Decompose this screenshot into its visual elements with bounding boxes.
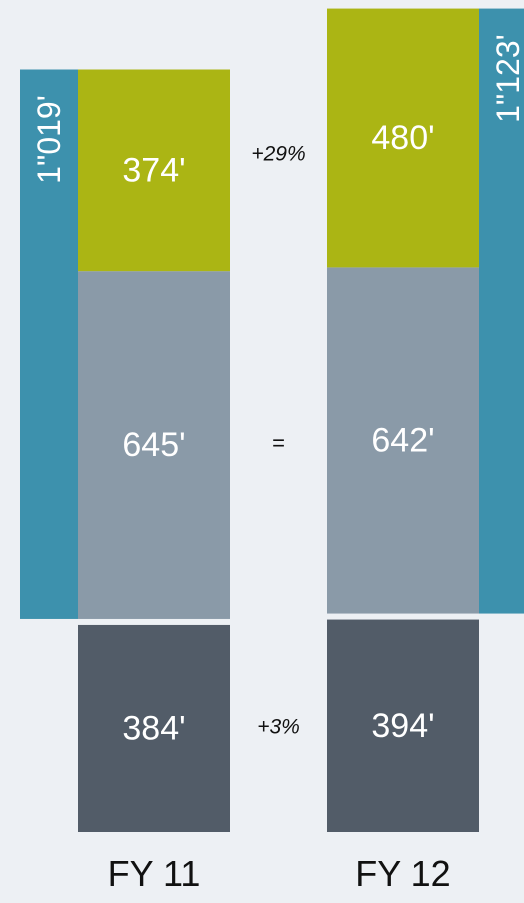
category-label-1: FY 11 [108,853,201,894]
bar-middle-2 [327,267,479,614]
subtotal-label-1: 1"019' [31,95,67,184]
bar-label-middle-2: 642' [371,421,434,459]
bar-label-bottom-1: 384' [122,709,185,747]
category-label-2: FY 12 [355,853,450,894]
change-label-bottom: +3% [257,716,300,739]
bar-top-2 [327,8,479,268]
bar-label-bottom-2: 394' [371,707,434,745]
change-label-top: +29% [251,143,305,166]
subtotal-bar-2 [479,8,524,614]
bar-top-1 [78,69,230,272]
bar-label-top-2: 480' [371,119,434,157]
bar-label-middle-1: 645' [122,426,185,464]
bar-bottom-2 [327,619,479,832]
subtotal-bar-layer [20,8,524,619]
label-layer: 384' 645' 374' 1"019' FY 11 394' 642' 480' 1"123… [31,34,524,894]
bar-bottom-1 [78,624,230,832]
bar-middle-1 [78,271,230,619]
bar-layer [78,8,479,832]
bar-label-top-1: 374' [122,151,185,189]
change-label-middle: = [272,430,285,455]
subtotal-label-2: 1"123' [490,34,524,123]
subtotal-bar-1 [20,69,78,619]
